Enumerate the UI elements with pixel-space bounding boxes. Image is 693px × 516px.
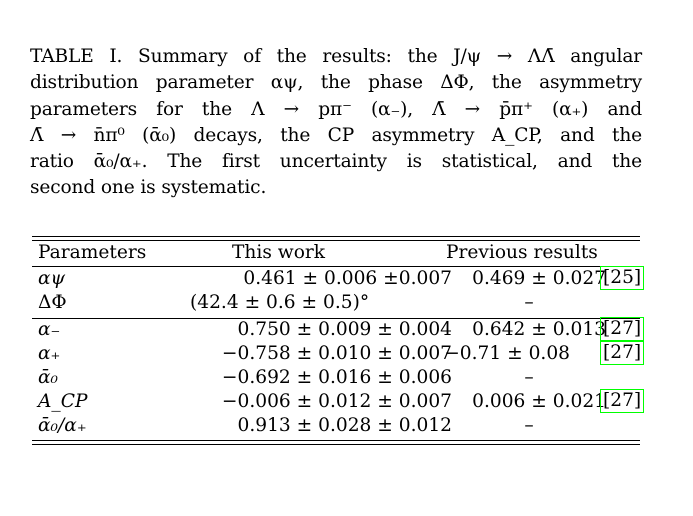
param-cell: A_CP xyxy=(38,391,88,412)
header-rule xyxy=(32,266,640,267)
previous-cell: −0.71 ± 0.08 xyxy=(444,343,570,364)
param-cell: ᾱ₀ xyxy=(38,367,59,388)
this-work-cell: −0.692 ± 0.016 ± 0.006 xyxy=(221,367,452,388)
caption-line: second one is systematic. xyxy=(30,177,267,199)
section-rule xyxy=(32,318,640,319)
previous-cell: 0.006 ± 0.021 xyxy=(472,391,606,412)
header-this-work: This work xyxy=(232,242,326,263)
param-cell: αψ xyxy=(38,268,66,289)
table-top-rule xyxy=(32,236,640,237)
citation-link[interactable]: [27] xyxy=(600,317,645,341)
table-bottom-rule xyxy=(32,440,640,441)
table-row: αψ 0.461 ± 0.006 ±0.007 0.469 ± 0.027 [2… xyxy=(32,266,645,292)
previous-cell: – xyxy=(524,292,534,313)
caption-line: parameters for the Λ → pπ⁻ (α₋), Λ̄ → p̄… xyxy=(30,98,642,120)
previous-cell: – xyxy=(524,367,534,388)
table-row: ᾱ₀ −0.692 ± 0.016 ± 0.006 – xyxy=(32,367,640,391)
this-work-cell: 0.461 ± 0.006 ±0.007 xyxy=(243,268,452,289)
this-work-cell: (42.4 ± 0.6 ± 0.5)° xyxy=(190,292,370,313)
this-work-cell: −0.006 ± 0.012 ± 0.007 xyxy=(221,391,452,412)
citation-link[interactable]: [27] xyxy=(600,389,645,413)
caption-line: TABLE I. Summary of the results: the J/ψ… xyxy=(30,46,642,67)
table-bottom-rule-2 xyxy=(32,444,640,445)
caption-line: Λ̄ → n̄π⁰ (ᾱ₀) decays, the CP asymmetry … xyxy=(30,124,642,146)
table-row: ΔΦ (42.4 ± 0.6 ± 0.5)° – xyxy=(32,292,640,316)
param-cell: α₊ xyxy=(38,343,61,364)
table-caption: TABLE I. Summary of the results: the J/ψ… xyxy=(30,44,642,202)
this-work-cell: −0.758 ± 0.010 ± 0.007 xyxy=(221,343,452,364)
previous-cell: 0.469 ± 0.027 xyxy=(472,268,606,289)
table-top-rule-2 xyxy=(32,240,640,241)
this-work-cell: 0.750 ± 0.009 ± 0.004 xyxy=(237,319,453,340)
table-row: ᾱ₀/α₊ 0.913 ± 0.028 ± 0.012 – xyxy=(32,415,640,439)
param-cell: α₋ xyxy=(38,319,61,340)
this-work-cell: 0.913 ± 0.028 ± 0.012 xyxy=(237,415,453,436)
table-row: α₋ 0.750 ± 0.009 ± 0.004 0.642 ± 0.013 [… xyxy=(32,317,645,343)
previous-cell: 0.642 ± 0.013 xyxy=(472,319,606,340)
caption-line: ratio ᾱ₀/α₊. The first uncertainty is st… xyxy=(30,151,642,173)
param-cell: ᾱ₀/α₊ xyxy=(38,415,87,436)
table-row: A_CP −0.006 ± 0.012 ± 0.007 0.006 ± 0.02… xyxy=(32,389,645,415)
header-previous: Previous results xyxy=(446,242,598,263)
previous-cell: – xyxy=(524,415,534,436)
caption-line: distribution parameter αψ, the phase ΔΦ,… xyxy=(30,72,642,94)
param-cell: ΔΦ xyxy=(38,292,67,313)
header-parameters: Parameters xyxy=(38,242,147,263)
citation-link[interactable]: [25] xyxy=(600,266,645,290)
citation-link[interactable]: [27] xyxy=(600,341,645,365)
table-header-row: Parameters This work Previous results xyxy=(32,242,640,266)
table-row: α₊ −0.758 ± 0.010 ± 0.007 −0.71 ± 0.08 [… xyxy=(32,341,645,367)
